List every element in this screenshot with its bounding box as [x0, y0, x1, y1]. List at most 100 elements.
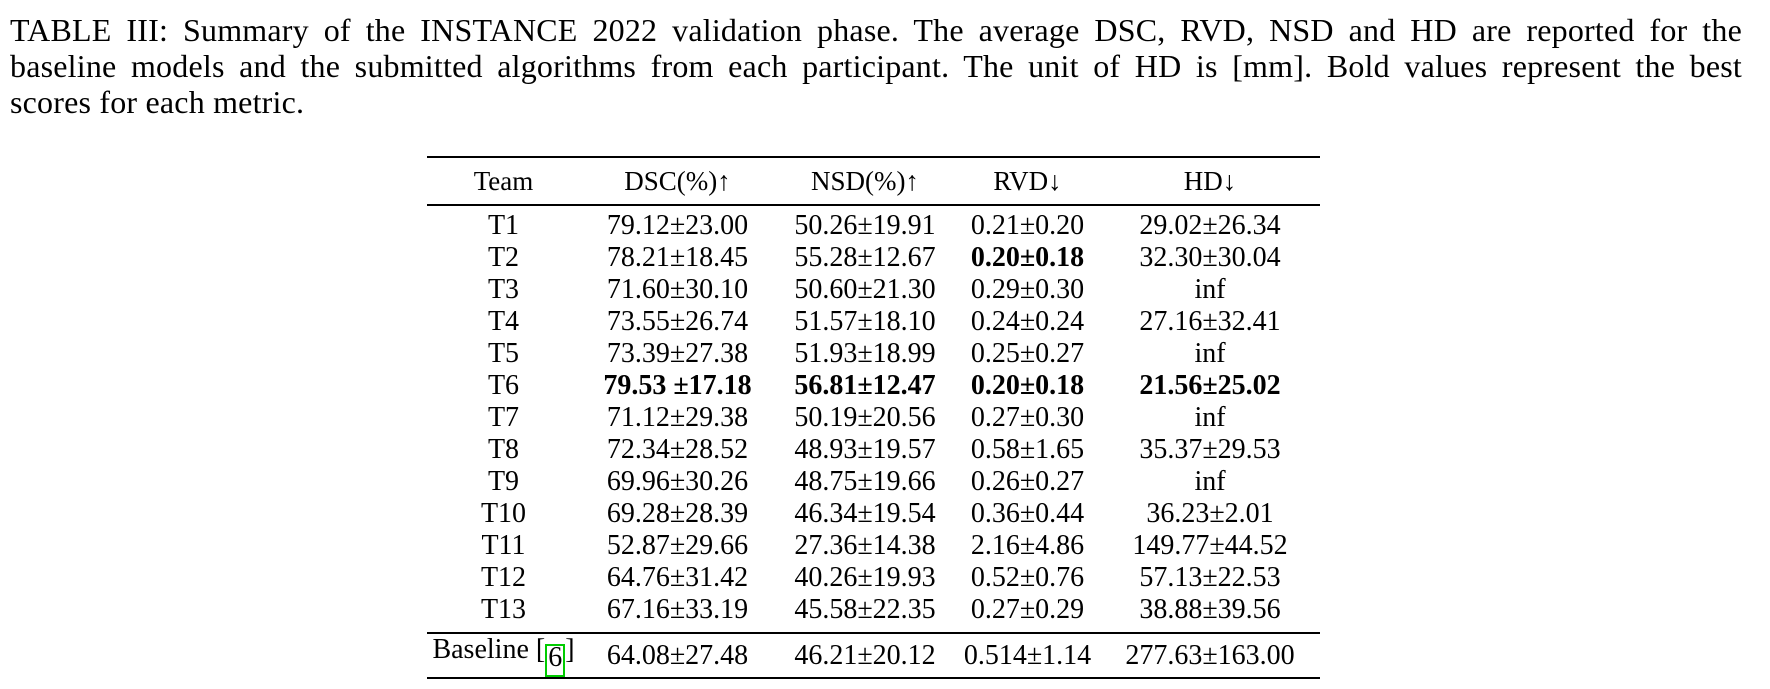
- cell-rvd: 0.52±0.76: [970, 562, 1085, 593]
- cell-nsd: 48.93±19.57: [794, 434, 936, 465]
- cell-team: T7: [487, 402, 520, 433]
- cell-hd: 149.77±44.52: [1132, 530, 1288, 561]
- cell-hd: 38.88±39.56: [1139, 594, 1281, 625]
- table-body: T1 79.12±23.00 50.26±19.91 0.21±0.20 29.02±2…: [427, 205, 1320, 633]
- cell-dsc: 72.34±28.52: [606, 434, 749, 465]
- column-header-team: Team: [427, 156, 580, 206]
- cell-rvd: 0.36±0.44: [970, 498, 1085, 529]
- baseline-label-suffix: ]: [565, 634, 575, 665]
- cell-nsd: 40.26±19.93: [794, 562, 936, 593]
- table-row: T9 69.96±30.26 48.75±19.66 0.26±0.27 inf: [427, 466, 1320, 498]
- cell-rvd: 2.16±4.86: [970, 530, 1085, 561]
- cell-dsc: 79.12±23.00: [606, 210, 749, 241]
- cell-dsc: 71.12±29.38: [606, 402, 749, 433]
- cell-baseline-label: Baseline [6]: [427, 632, 580, 679]
- cell-hd: 32.30±30.04: [1139, 242, 1281, 273]
- cell-dsc: 79.53 ±17.18: [603, 370, 752, 401]
- cell-rvd: 0.27±0.29: [970, 594, 1085, 625]
- cell-nsd: 48.75±19.66: [794, 466, 936, 497]
- column-header-rvd: RVD↓: [955, 156, 1100, 206]
- table-row: T1 79.12±23.00 50.26±19.91 0.21±0.20 29.02±2…: [427, 205, 1320, 242]
- cell-nsd: 51.93±18.99: [794, 338, 936, 369]
- cell-team: T8: [487, 434, 520, 465]
- cell-nsd: 27.36±14.38: [794, 530, 936, 561]
- table-row: T5 73.39±27.38 51.93±18.99 0.25±0.27 inf: [427, 338, 1320, 370]
- cell-team: T13: [480, 594, 527, 625]
- cell-dsc: 78.21±18.45: [606, 242, 749, 273]
- cell-nsd: 56.81±12.47: [794, 370, 936, 401]
- cell-hd: 35.37±29.53: [1139, 434, 1281, 465]
- cell-rvd: 0.26±0.27: [970, 466, 1085, 497]
- table-row: T12 64.76±31.42 40.26±19.93 0.52±0.76 57.13±…: [427, 562, 1320, 594]
- cell-nsd: 50.19±20.56: [794, 402, 936, 433]
- cell-nsd: 55.28±12.67: [794, 242, 936, 273]
- cell-rvd: 0.25±0.27: [970, 338, 1085, 369]
- baseline-row: Baseline [6] 64.08±27.48 46.21±20.12 0.5…: [427, 632, 1320, 679]
- table-row: T6 79.53 ±17.18 56.81±12.47 0.20±0.18 21.56±…: [427, 370, 1320, 402]
- cell-dsc: 64.76±31.42: [606, 562, 749, 593]
- cell-baseline-nsd: 46.21±20.12: [775, 632, 955, 679]
- table-row: T11 52.87±29.66 27.36±14.38 2.16±4.86 149.77…: [427, 530, 1320, 562]
- cell-dsc: 73.55±26.74: [606, 306, 749, 337]
- cell-team: T4: [487, 306, 520, 337]
- baseline-label-prefix: Baseline [: [432, 634, 546, 665]
- cell-rvd: 0.58±1.65: [970, 434, 1085, 465]
- caption-line-3: scores for each metric.: [10, 84, 305, 120]
- table-caption: TABLE III: Summary of the INSTANCE 2022 …: [10, 12, 1742, 120]
- cell-rvd: 0.27±0.30: [970, 402, 1085, 433]
- cell-baseline-dsc: 64.08±27.48: [580, 632, 775, 679]
- cell-rvd: 0.29±0.30: [970, 274, 1085, 305]
- cell-nsd: 50.26±19.91: [794, 210, 936, 241]
- cell-nsd: 50.60±21.30: [794, 274, 936, 305]
- cell-team: T5: [487, 338, 520, 369]
- table-row: T4 73.55±26.74 51.57±18.10 0.24±0.24 27.16±3…: [427, 306, 1320, 338]
- column-header-nsd: NSD(%)↑: [775, 156, 955, 206]
- cell-team: T11: [481, 530, 526, 561]
- cell-nsd: 45.58±22.35: [794, 594, 936, 625]
- cell-baseline-hd: 277.63±163.00: [1100, 632, 1320, 679]
- cell-team: T6: [487, 370, 520, 401]
- cell-rvd: 0.20±0.18: [970, 242, 1085, 273]
- cell-team: T9: [487, 466, 520, 497]
- cell-hd: 36.23±2.01: [1146, 498, 1274, 529]
- table-row: T3 71.60±30.10 50.60±21.30 0.29±0.30 inf: [427, 274, 1320, 306]
- cell-dsc: 73.39±27.38: [606, 338, 749, 369]
- cell-dsc: 67.16±33.19: [606, 594, 749, 625]
- results-table: Team DSC(%)↑ NSD(%)↑ RVD↓ HD↓ T1 79.12±23…: [427, 156, 1320, 679]
- cell-team: T2: [487, 242, 520, 273]
- cell-dsc: 69.28±28.39: [606, 498, 749, 529]
- cell-nsd: 51.57±18.10: [794, 306, 936, 337]
- caption-line-1: TABLE III: Summary of the INSTANCE 2022 …: [10, 12, 1742, 48]
- cell-hd: 27.16±32.41: [1139, 306, 1281, 337]
- cell-hd: inf: [1194, 466, 1226, 497]
- cell-team: T12: [480, 562, 527, 593]
- cell-team: T1: [487, 210, 520, 241]
- cell-hd: 21.56±25.02: [1139, 370, 1281, 401]
- table-row: T7 71.12±29.38 50.19±20.56 0.27±0.30 inf: [427, 402, 1320, 434]
- table-row: T8 72.34±28.52 48.93±19.57 0.58±1.65 35.37±2…: [427, 434, 1320, 466]
- cell-dsc: 69.96±30.26: [606, 466, 749, 497]
- column-header-dsc: DSC(%)↑: [580, 156, 775, 206]
- cell-rvd: 0.21±0.20: [970, 210, 1085, 241]
- cell-nsd: 46.34±19.54: [794, 498, 936, 529]
- table-row: T2 78.21±18.45 55.28±12.67 0.20±0.18 32.30±3…: [427, 242, 1320, 274]
- cell-rvd: 0.20±0.18: [970, 370, 1085, 401]
- table-header: Team DSC(%)↑ NSD(%)↑ RVD↓ HD↓: [427, 156, 1320, 206]
- cell-hd: inf: [1194, 338, 1226, 369]
- cell-team: T3: [487, 274, 520, 305]
- cell-dsc: 52.87±29.66: [606, 530, 749, 561]
- table-row: T13 67.16±33.19 45.58±22.35 0.27±0.29 38.88±…: [427, 594, 1320, 633]
- cell-hd: inf: [1194, 402, 1226, 433]
- column-header-hd: HD↓: [1100, 156, 1320, 206]
- cell-dsc: 71.60±30.10: [606, 274, 749, 305]
- table-row: T10 69.28±28.39 46.34±19.54 0.36±0.44 36.23±…: [427, 498, 1320, 530]
- cell-hd: 57.13±22.53: [1139, 562, 1281, 593]
- cell-rvd: 0.24±0.24: [970, 306, 1085, 337]
- cell-hd: inf: [1194, 274, 1226, 305]
- baseline-section: Baseline [6] 64.08±27.48 46.21±20.12 0.5…: [427, 632, 1320, 679]
- cell-team: T10: [480, 498, 527, 529]
- citation-link-6[interactable]: 6: [545, 644, 566, 677]
- header-row: Team DSC(%)↑ NSD(%)↑ RVD↓ HD↓: [427, 156, 1320, 206]
- caption-line-2: baseline models and the submitted algori…: [10, 48, 1742, 84]
- cell-baseline-rvd: 0.514±1.14: [955, 632, 1100, 679]
